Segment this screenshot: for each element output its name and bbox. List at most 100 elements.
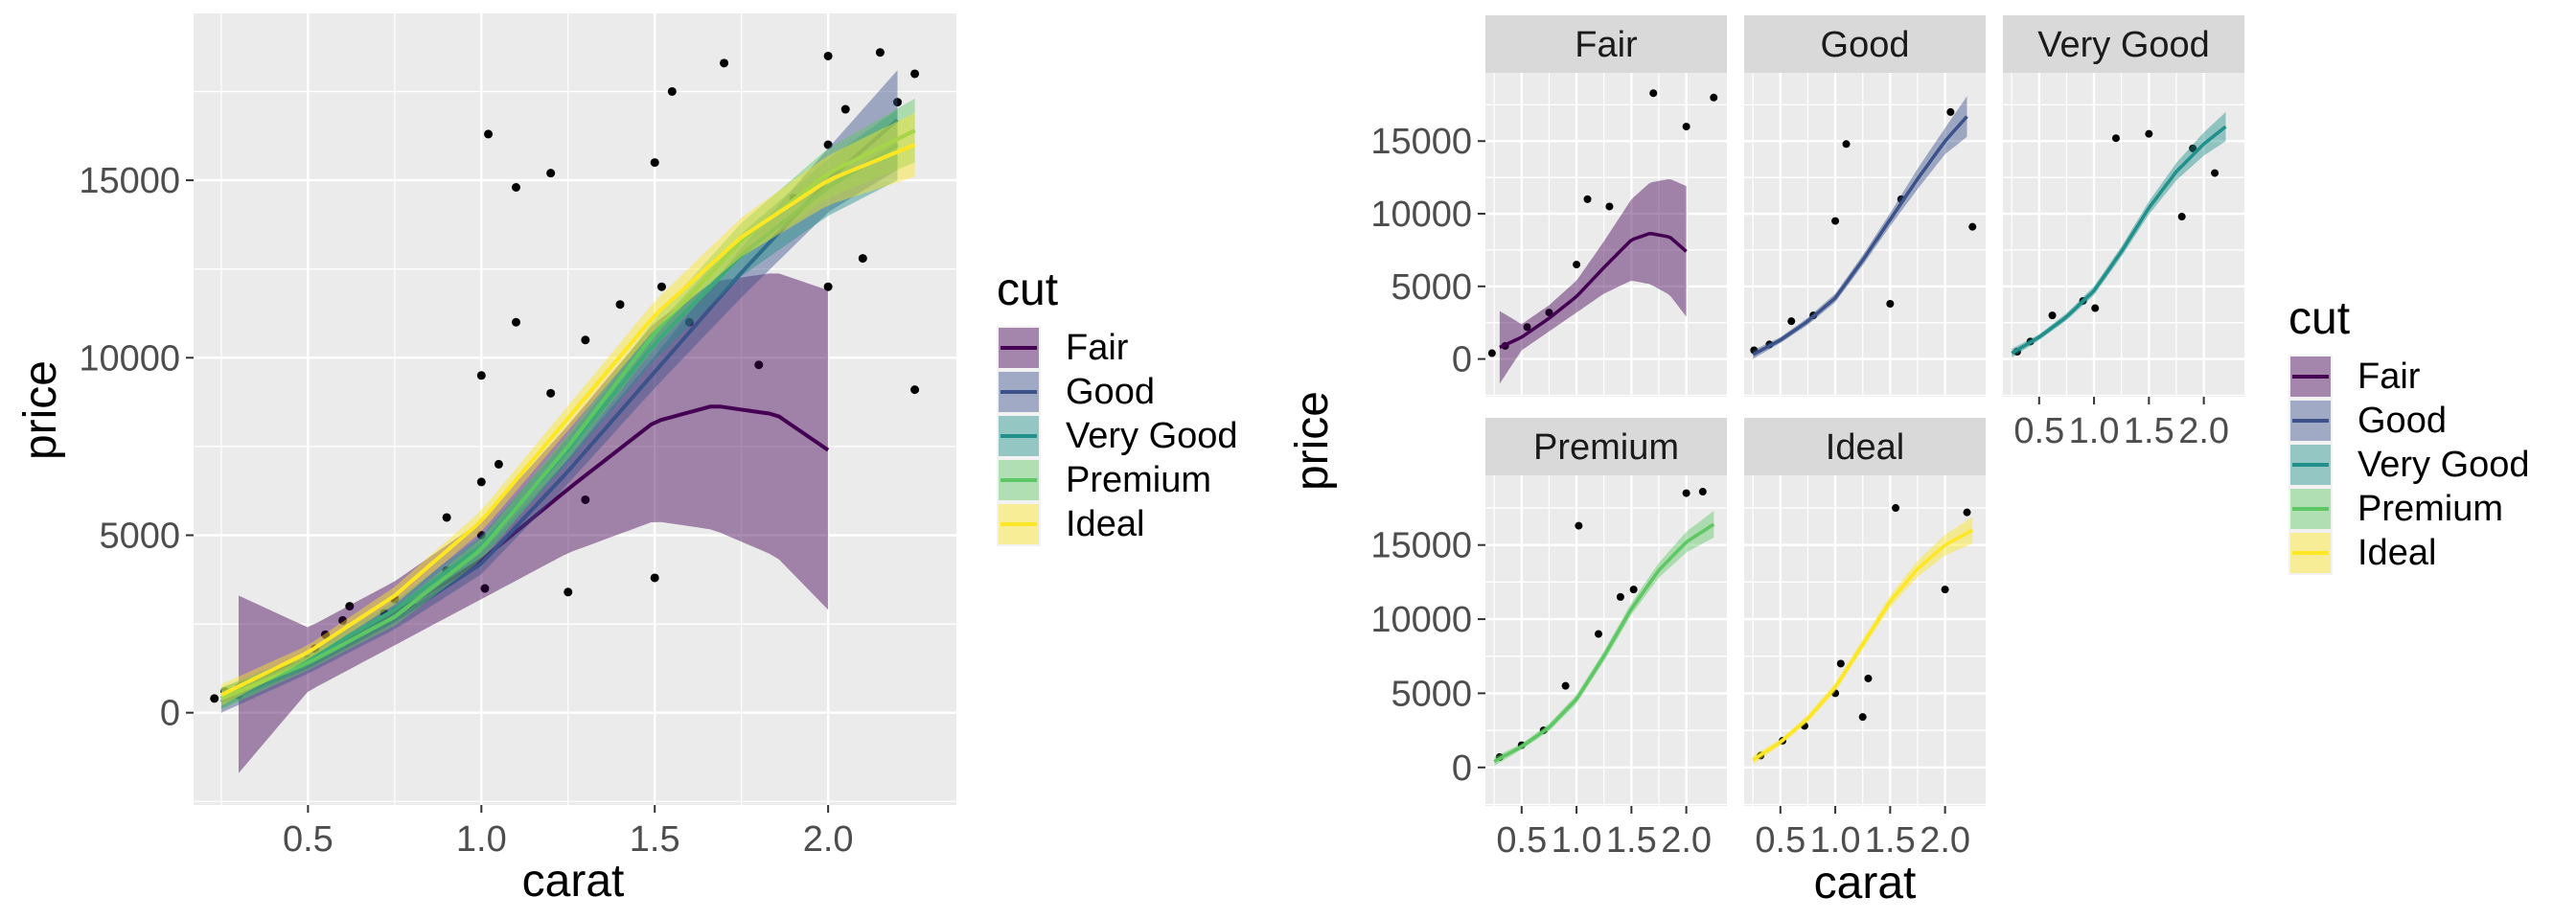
data-point (320, 630, 330, 639)
data-point (511, 317, 520, 327)
data-point (840, 104, 850, 114)
smooth-line-premium (220, 128, 916, 701)
data-point (581, 335, 590, 345)
data-point (1616, 592, 1624, 601)
left-plot-panel (194, 13, 956, 805)
data-point (1787, 317, 1796, 326)
y-tick-label: 15000 (1370, 526, 1472, 566)
data-point (338, 615, 348, 625)
facet-strip-label: Fair (1575, 25, 1638, 65)
data-point (345, 602, 355, 611)
facet-strip (1744, 15, 1986, 73)
legend-label: Fair (1066, 328, 1129, 368)
legend-label: Premium (2358, 489, 2503, 529)
smooth-line-ideal (220, 143, 916, 697)
data-point (1523, 323, 1531, 332)
data-point (2048, 311, 2057, 320)
data-point (1836, 659, 1845, 668)
y-tick-label: 10000 (1370, 600, 1472, 640)
confidence-band-ideal (1753, 517, 1973, 765)
facet-strip (1744, 418, 1986, 475)
data-point (480, 584, 490, 593)
data-point (1858, 713, 1867, 722)
data-point (656, 282, 666, 291)
facet-panel-premium: Premium 0 5000 10000 15000 0.5 1.0 1.5 2.0 (1370, 418, 1727, 861)
x-tick-label: 2.0 (1661, 820, 1712, 861)
y-tick-label: 15000 (79, 161, 180, 201)
smooth-line-good (1752, 115, 1968, 356)
data-point (684, 317, 694, 327)
facet-strip-label: Very Good (2037, 25, 2210, 65)
y-tick-label: 0 (160, 694, 180, 734)
data-point (1573, 261, 1581, 269)
data-point (1831, 217, 1840, 225)
data-point (564, 587, 573, 597)
data-point (823, 51, 833, 60)
data-point (1946, 107, 1955, 116)
data-point (754, 360, 764, 370)
data-point (484, 129, 494, 139)
data-point (615, 300, 625, 310)
x-tick-label: 2.0 (1920, 820, 1970, 861)
left-y-axis-title: price (15, 360, 66, 460)
data-point (1682, 123, 1690, 131)
confidence-band-very-good (2012, 111, 2226, 358)
data-point (1561, 681, 1570, 690)
facet-strip-label: Premium (1533, 427, 1679, 468)
legend-label: Very Good (2358, 445, 2530, 485)
x-tick-label: 0.5 (283, 819, 334, 860)
confidence-band-fair (239, 273, 829, 773)
left-x-ticks: 0.5 1.0 1.5 2.0 (283, 805, 854, 860)
data-point (858, 254, 867, 264)
data-point (720, 58, 729, 68)
confidence-band-very-good (220, 109, 898, 709)
legend-label: Premium (1066, 460, 1211, 500)
legend-title: cut (2288, 293, 2350, 344)
data-point (1941, 586, 1949, 594)
data-point (442, 513, 451, 522)
y-tick-label: 0 (1452, 748, 1472, 789)
smooth-line-very-good (2011, 125, 2227, 356)
facet-strip-label: Good (1821, 25, 1910, 65)
data-point (875, 48, 885, 58)
data-point (892, 98, 902, 107)
x-tick-label: 1.5 (1606, 820, 1657, 861)
data-point (1594, 630, 1602, 638)
y-tick-label: 10000 (79, 338, 180, 379)
x-tick-label: 2.0 (2178, 411, 2229, 451)
smooth-line-good (220, 118, 899, 704)
x-tick-label: 2.0 (803, 819, 854, 860)
confidence-band-ideal (220, 112, 915, 706)
y-tick-label: 5000 (1391, 267, 1472, 308)
left-chart: 0.5 1.0 1.5 2.0 0 5000 10000 15000 carat price… (15, 13, 1238, 907)
right-x-axis-title: carat (1814, 858, 1917, 908)
data-point (581, 494, 590, 504)
x-tick-label: 1.0 (2069, 411, 2120, 451)
y-tick-label: 15000 (1370, 122, 1472, 162)
x-tick-label: 1.0 (1552, 820, 1602, 861)
data-point (476, 530, 486, 540)
y-tick-label: 10000 (1370, 195, 1472, 235)
x-tick-label: 1.5 (2124, 411, 2174, 451)
data-point (2211, 169, 2220, 177)
data-point (546, 169, 556, 178)
x-tick-label: 1.5 (1865, 820, 1916, 861)
y-tick-label: 0 (1452, 340, 1472, 380)
data-point (1487, 349, 1496, 357)
data-point (1575, 521, 1583, 530)
y-tick-label: 5000 (1391, 674, 1472, 714)
data-point (210, 694, 219, 703)
legend-label: Fair (2358, 356, 2421, 397)
data-point (2091, 304, 2100, 312)
right-y-axis-title: price (1287, 391, 1338, 491)
legend-label: Ideal (1066, 504, 1144, 544)
x-tick-label: 0.5 (1755, 820, 1806, 861)
data-point (2111, 134, 2120, 143)
smooth-line-premium (1493, 522, 1715, 764)
y-tick-label: 5000 (99, 516, 180, 556)
legend-title: cut (997, 264, 1058, 315)
